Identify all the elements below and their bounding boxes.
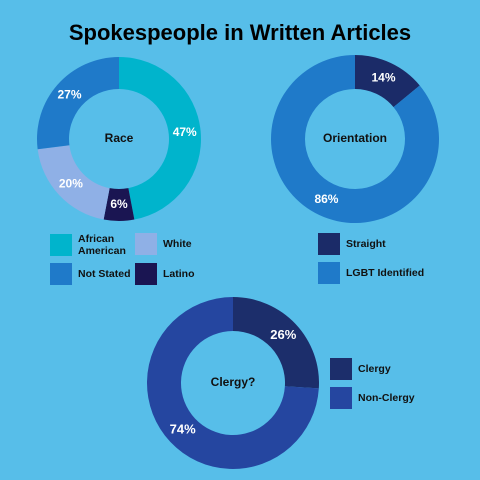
page-title: Spokespeople in Written Articles xyxy=(69,20,411,45)
value-label: 74% xyxy=(170,422,196,437)
legend-swatch xyxy=(318,233,340,255)
legend-swatch xyxy=(318,262,340,284)
donut-slice xyxy=(119,57,201,220)
legend-label: Non-Clergy xyxy=(358,392,415,404)
value-label: 47% xyxy=(173,125,197,139)
legend-label: White xyxy=(163,238,192,250)
donut-slice xyxy=(37,145,110,220)
value-label: 6% xyxy=(110,197,128,211)
legend-swatch xyxy=(50,234,72,256)
donut-slice xyxy=(233,297,319,389)
value-label: 20% xyxy=(59,176,83,190)
legend-item: Non-Clergy xyxy=(330,387,458,409)
legend-swatch xyxy=(50,263,72,285)
legend-label: Straight xyxy=(346,238,386,250)
legend-swatch xyxy=(330,387,352,409)
legend-item: LGBT Identified xyxy=(318,262,456,284)
donut-slice xyxy=(271,55,439,223)
legend-label: LGBT Identified xyxy=(346,267,425,279)
legend-item: Straight xyxy=(318,233,446,255)
legend-item: Latino xyxy=(135,263,223,285)
legend-label: Clergy xyxy=(358,363,391,375)
value-label: 86% xyxy=(314,192,338,206)
center-label: Race xyxy=(105,131,134,145)
donut-slice xyxy=(103,188,135,222)
legend-label: Not Stated xyxy=(78,268,131,280)
donut-slice xyxy=(37,57,119,150)
legend-item: Not Stated xyxy=(50,263,148,285)
legend-label: African American xyxy=(78,233,126,257)
value-label: 27% xyxy=(57,88,81,102)
legend-swatch xyxy=(135,263,157,285)
donut-slice xyxy=(147,297,319,469)
legend-swatch xyxy=(330,358,352,380)
legend-item: African American xyxy=(50,233,134,257)
value-label: 26% xyxy=(270,327,296,342)
center-label: Clergy? xyxy=(211,375,256,389)
center-label: Orientation xyxy=(323,131,387,145)
value-label: 14% xyxy=(372,71,396,85)
donut-slice xyxy=(355,55,420,108)
legend-item: White xyxy=(135,233,223,255)
legend-label: Latino xyxy=(163,268,195,280)
legend-item: Clergy xyxy=(330,358,458,380)
legend-swatch xyxy=(135,233,157,255)
